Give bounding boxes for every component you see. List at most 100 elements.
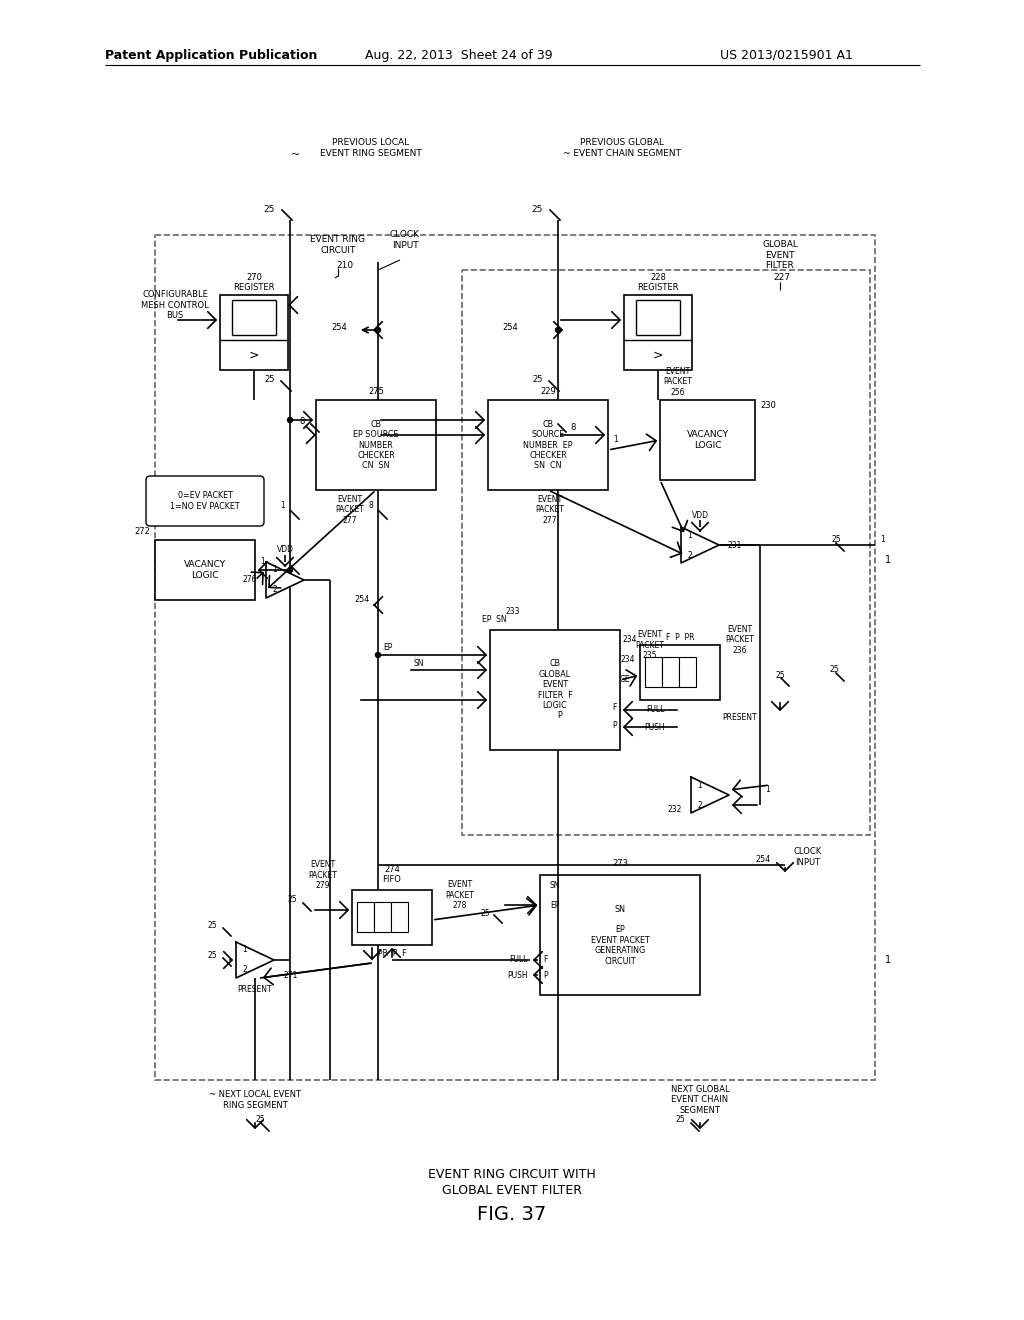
Text: 271: 271 <box>283 970 297 979</box>
Text: 8: 8 <box>369 500 373 510</box>
Text: 233: 233 <box>505 607 519 616</box>
Text: 1: 1 <box>885 554 891 565</box>
Text: 25: 25 <box>263 206 275 214</box>
Text: FIFO: FIFO <box>383 875 401 884</box>
Text: >: > <box>652 348 664 362</box>
Text: PREVIOUS LOCAL
EVENT RING SEGMENT: PREVIOUS LOCAL EVENT RING SEGMENT <box>319 139 422 157</box>
Text: GLOBAL
EVENT
FILTER: GLOBAL EVENT FILTER <box>762 240 798 269</box>
Text: 2: 2 <box>697 800 702 809</box>
Text: 234: 234 <box>623 635 637 644</box>
Text: >: > <box>249 348 259 362</box>
Text: SN

EP
EVENT PACKET
GENERATING
CIRCUIT: SN EP EVENT PACKET GENERATING CIRCUIT <box>591 904 649 965</box>
Bar <box>155 235 874 1080</box>
Text: F  P  PR: F P PR <box>666 632 694 642</box>
Text: 272: 272 <box>134 528 150 536</box>
Bar <box>540 875 700 995</box>
Text: CB
GLOBAL
EVENT
FILTER  F
LOGIC
    P: CB GLOBAL EVENT FILTER F LOGIC P <box>538 660 572 721</box>
Text: 270: 270 <box>246 272 262 281</box>
Text: 254: 254 <box>331 322 347 331</box>
Text: REGISTER: REGISTER <box>637 282 679 292</box>
Text: VACANCY
LOGIC: VACANCY LOGIC <box>184 560 226 579</box>
Polygon shape <box>266 562 304 598</box>
Bar <box>624 294 692 370</box>
Bar <box>640 645 720 700</box>
Text: EVENT
PACKET
278: EVENT PACKET 278 <box>445 880 474 909</box>
Text: 254: 254 <box>502 322 518 331</box>
Text: 8: 8 <box>300 417 305 426</box>
Text: 8: 8 <box>570 424 575 433</box>
Text: ~ NEXT LOCAL EVENT
RING SEGMENT: ~ NEXT LOCAL EVENT RING SEGMENT <box>209 1090 301 1110</box>
Text: 1: 1 <box>281 500 285 510</box>
Text: 254: 254 <box>354 595 370 605</box>
Text: 2: 2 <box>243 965 248 974</box>
Bar <box>391 902 408 932</box>
Text: REGISTER: REGISTER <box>233 282 274 292</box>
Text: FULL: FULL <box>510 956 528 965</box>
Text: 25: 25 <box>531 206 543 214</box>
Bar <box>462 271 870 836</box>
Text: PRESENT: PRESENT <box>723 714 758 722</box>
Text: NEXT GLOBAL
EVENT CHAIN
SEGMENT: NEXT GLOBAL EVENT CHAIN SEGMENT <box>671 1085 729 1115</box>
Text: 25: 25 <box>676 1115 685 1125</box>
Text: 210: 210 <box>337 260 353 269</box>
Text: PRESENT: PRESENT <box>238 986 272 994</box>
Text: US 2013/0215901 A1: US 2013/0215901 A1 <box>720 49 853 62</box>
Text: ~: ~ <box>291 150 300 160</box>
Bar <box>662 657 679 686</box>
Bar <box>488 400 608 490</box>
Text: 1: 1 <box>697 780 702 789</box>
Text: 231: 231 <box>728 540 742 549</box>
Text: 25: 25 <box>775 671 784 680</box>
Text: 276: 276 <box>243 576 257 585</box>
Text: 273: 273 <box>612 858 628 867</box>
Text: 25: 25 <box>288 895 297 904</box>
Text: 275: 275 <box>368 388 384 396</box>
Text: 1: 1 <box>885 954 891 965</box>
Bar <box>660 400 755 480</box>
Bar <box>352 890 432 945</box>
Text: EVENT
PACKET
236: EVENT PACKET 236 <box>725 626 754 655</box>
Circle shape <box>288 568 293 573</box>
Text: EP: EP <box>550 900 559 909</box>
Text: 1: 1 <box>765 785 770 795</box>
Bar <box>220 294 288 370</box>
Text: 25: 25 <box>830 665 840 675</box>
Text: PR  P  F: PR P F <box>378 949 407 957</box>
Polygon shape <box>681 527 719 564</box>
Circle shape <box>376 652 381 657</box>
Text: 0=EV PACKET
1=NO EV PACKET: 0=EV PACKET 1=NO EV PACKET <box>170 491 240 511</box>
Text: 230: 230 <box>760 400 776 409</box>
Text: Aug. 22, 2013  Sheet 24 of 39: Aug. 22, 2013 Sheet 24 of 39 <box>365 49 553 62</box>
Text: 1: 1 <box>688 531 692 540</box>
Text: CLOCK
INPUT: CLOCK INPUT <box>390 230 420 249</box>
Text: P: P <box>612 721 617 730</box>
Text: 229: 229 <box>540 388 556 396</box>
Text: EP  SN: EP SN <box>482 615 507 624</box>
Text: EP: EP <box>383 644 392 652</box>
Text: EVENT
PACKET
235: EVENT PACKET 235 <box>635 630 664 660</box>
Text: PUSH: PUSH <box>645 722 666 731</box>
Text: Patent Application Publication: Patent Application Publication <box>105 49 317 62</box>
Text: 25: 25 <box>255 1115 264 1125</box>
Text: EVENT
PACKET
279: EVENT PACKET 279 <box>308 861 337 890</box>
Text: CB
EP SOURCE
NUMBER
CHECKER
CN  SN: CB EP SOURCE NUMBER CHECKER CN SN <box>353 420 398 470</box>
Text: 1: 1 <box>243 945 248 954</box>
Text: 234: 234 <box>621 656 635 664</box>
Text: EVENT
PACKET
256: EVENT PACKET 256 <box>663 367 692 397</box>
Text: VDD: VDD <box>276 545 294 554</box>
Text: GLOBAL EVENT FILTER: GLOBAL EVENT FILTER <box>442 1184 582 1196</box>
Text: 25: 25 <box>264 375 275 384</box>
Bar <box>679 657 696 686</box>
Circle shape <box>555 327 560 333</box>
Text: 1: 1 <box>260 557 265 566</box>
Polygon shape <box>236 942 274 978</box>
Text: SN: SN <box>413 659 424 668</box>
Bar <box>316 400 436 490</box>
Text: 25: 25 <box>480 908 490 917</box>
Text: 232: 232 <box>668 805 682 814</box>
Text: VACANCY
LOGIC: VACANCY LOGIC <box>686 430 728 450</box>
Text: F: F <box>543 956 548 965</box>
Text: 227: 227 <box>773 273 791 282</box>
Text: EVENT
PACKET
277: EVENT PACKET 277 <box>335 495 364 525</box>
Text: VDD: VDD <box>691 511 709 520</box>
